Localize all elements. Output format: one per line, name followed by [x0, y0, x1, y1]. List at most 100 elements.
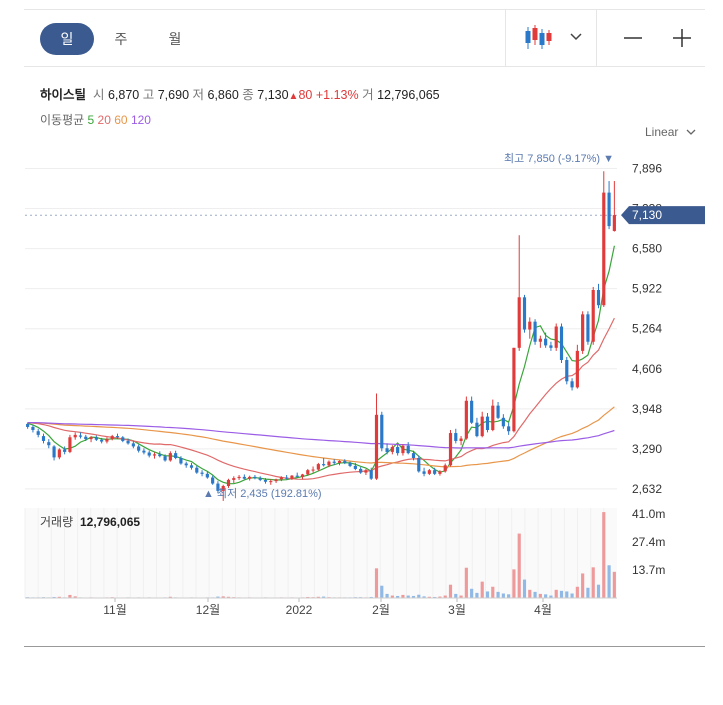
candle-body	[591, 290, 595, 342]
candle-body	[226, 479, 231, 486]
volume-bar	[586, 587, 590, 598]
candle-body	[179, 458, 183, 464]
candle-body	[137, 446, 141, 451]
volume-bar	[565, 591, 569, 598]
y-tick-label: 6,580	[632, 242, 662, 256]
tab-day[interactable]: 일	[40, 23, 94, 55]
volume-bar	[316, 596, 320, 598]
high-value: 7,690	[157, 88, 190, 102]
candle-body	[612, 215, 616, 231]
volume-bar	[411, 595, 416, 598]
minus-icon	[624, 37, 642, 39]
candle-body	[200, 472, 204, 474]
volume-bar	[417, 594, 421, 598]
volume-bar	[332, 597, 336, 598]
volume-tick-label: 41.0m	[632, 507, 665, 521]
volume-bar	[337, 597, 342, 598]
volume-bar	[137, 597, 141, 598]
candle-body	[73, 434, 77, 438]
candle-body	[63, 449, 67, 452]
volume-value: 12,796,065	[377, 88, 440, 102]
y-tick-label: 7,238	[632, 202, 662, 216]
volume-bar	[433, 596, 437, 598]
volume-bar	[581, 573, 585, 598]
volume-bar	[507, 594, 511, 598]
volume-bar	[454, 593, 458, 598]
candle-body	[131, 443, 135, 447]
candle-body	[533, 321, 537, 342]
chart-toolbar: 일 주 월	[24, 9, 705, 67]
volume-bar	[89, 597, 93, 598]
y-tick-label: 3,948	[632, 402, 662, 416]
volume-bar	[36, 597, 40, 598]
ma-20[interactable]: 20	[97, 113, 111, 127]
candle-body	[496, 405, 500, 418]
moving-average-legend: 이동평균 5 20 60 120	[40, 111, 151, 128]
volume-bar	[401, 594, 405, 598]
volume-tick-label: 27.4m	[632, 535, 665, 549]
volume-bar	[68, 594, 72, 598]
volume-bar	[290, 597, 294, 598]
ma-line-5	[27, 245, 615, 485]
candle-body	[565, 360, 569, 382]
ma-120[interactable]: 120	[130, 113, 151, 127]
volume-bar	[422, 596, 426, 598]
candle-body	[470, 400, 474, 423]
candlestick-icon	[525, 25, 552, 49]
candle-body	[285, 477, 289, 479]
volume-bar	[596, 584, 601, 598]
volume-bar	[406, 595, 410, 598]
candle-body	[369, 470, 373, 479]
candle-body	[401, 445, 405, 454]
tab-month[interactable]: 월	[168, 31, 182, 47]
zoom-out-button[interactable]	[620, 10, 646, 66]
volume-bar	[559, 590, 564, 598]
chart-type-button[interactable]	[506, 10, 596, 66]
stock-info: 하이스틸 시 6,870 고 7,690 저 6,860 종 7,130▲80 …	[40, 84, 440, 103]
candle-body	[406, 445, 410, 454]
candle-body	[36, 431, 40, 435]
candle-body	[575, 350, 579, 388]
zoom-in-button[interactable]	[669, 10, 695, 66]
y-tick-label: 3,290	[632, 442, 662, 456]
scale-selector[interactable]: Linear	[645, 125, 696, 139]
volume-bar	[496, 591, 500, 598]
volume-bar	[41, 597, 46, 598]
high-label: 고	[142, 88, 155, 102]
volume-bar	[163, 597, 167, 598]
volume-bar	[226, 596, 231, 598]
y-tick-label: 2,632	[632, 482, 662, 496]
candle-body	[448, 433, 453, 466]
candle-body	[438, 471, 442, 474]
volume-bar	[322, 596, 326, 598]
volume-bar	[232, 597, 236, 598]
candle-body	[52, 446, 56, 458]
candle-body	[343, 461, 347, 463]
candle-body	[174, 453, 178, 458]
volume-bar	[385, 593, 389, 598]
volume-bar	[359, 597, 363, 598]
volume-bar	[73, 596, 77, 598]
ma-line-60	[27, 406, 615, 468]
volume-bar	[512, 569, 516, 598]
candle-body	[512, 347, 516, 432]
volume-bar	[501, 593, 505, 598]
candle-body	[47, 442, 51, 446]
volume-bar	[522, 579, 527, 598]
volume-bar	[602, 512, 606, 598]
volume-bar	[570, 593, 574, 598]
candle-body	[433, 470, 437, 474]
candle-body	[205, 473, 209, 478]
tab-week[interactable]: 주	[114, 31, 128, 47]
ma-5[interactable]: 5	[87, 113, 95, 127]
candle-body	[68, 437, 72, 452]
low-label: 저	[192, 88, 205, 102]
candle-body	[549, 345, 553, 348]
ma-60[interactable]: 60	[114, 113, 128, 127]
candle-body	[216, 483, 220, 491]
volume-bar	[105, 597, 109, 598]
volume-bar	[575, 586, 579, 598]
candle-body	[586, 314, 590, 342]
candle-body	[454, 433, 458, 441]
